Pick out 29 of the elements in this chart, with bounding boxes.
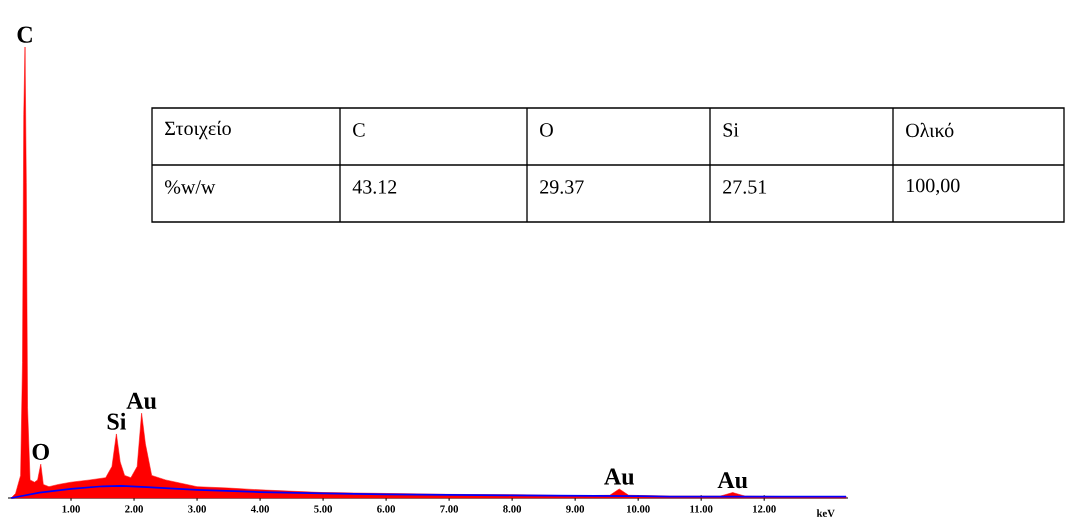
category-label: O (540, 123, 553, 137)
annotation: Si (107, 412, 127, 430)
x-tick-label: 4.00 (250, 505, 270, 513)
text: 27.51 (723, 180, 767, 194)
text: 100,00 (907, 178, 960, 196)
x-tick-label: 3.00 (188, 505, 206, 513)
text: %w/w (164, 180, 216, 194)
annotation: O (32, 443, 49, 460)
annotation: Au (604, 468, 634, 485)
x-tick-label: 8.00 (503, 505, 522, 513)
x-tick-label: 9.00 (566, 505, 585, 513)
annotation: C (17, 26, 32, 43)
x-tick-label: 7.00 (440, 505, 459, 513)
category-label: C (353, 123, 365, 137)
x-tick-label: 11.00 (690, 505, 713, 513)
annotation: Au (717, 472, 748, 489)
category-label: Si (723, 123, 739, 137)
x-tick-label: 6.00 (377, 505, 396, 513)
annotation: Au (126, 392, 157, 409)
x-axis-title: keV (816, 509, 835, 517)
text: Στοιχείο (165, 120, 231, 140)
text: 29.37 (540, 180, 584, 194)
x-tick-label: 10.00 (627, 505, 650, 513)
x-tick-label: 2.00 (125, 505, 143, 513)
text: 43.12 (352, 180, 397, 194)
x-tick-label: 12.00 (753, 505, 776, 513)
category-label: Ολικό (906, 122, 954, 138)
x-tick-label: 5.00 (314, 505, 333, 513)
x-tick-label: 1.00 (62, 505, 80, 513)
